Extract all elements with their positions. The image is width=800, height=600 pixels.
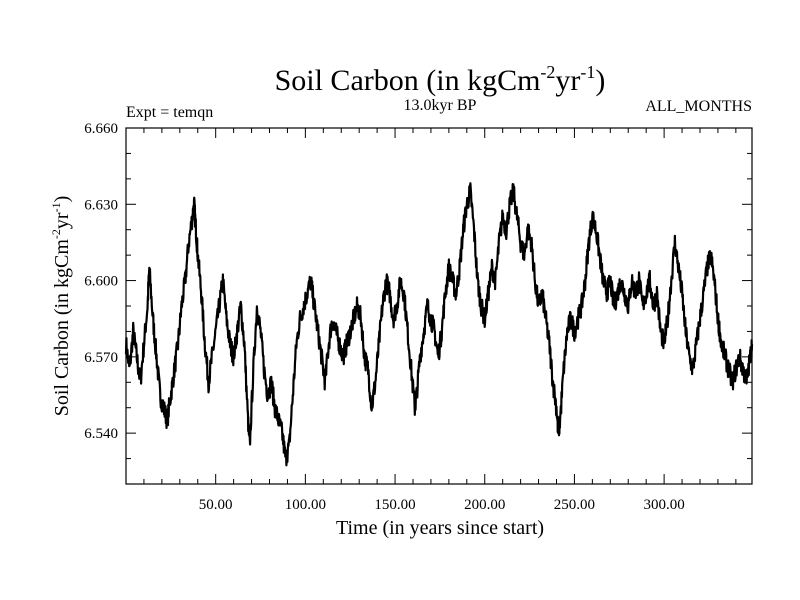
subtitle-left: Expt = temqn bbox=[126, 104, 213, 121]
x-tick-label: 100.00 bbox=[285, 497, 326, 513]
x-axis-ticks: 50.00 100.00 150.00 200.00 250.00 300.00 bbox=[143, 128, 737, 513]
y-tick-label: 6.540 bbox=[84, 426, 118, 442]
x-tick-label: 250.00 bbox=[554, 497, 595, 513]
y-tick-label: 6.570 bbox=[84, 350, 118, 366]
y-axis-ticks: 6.540 6.570 6.600 6.630 6.660 bbox=[84, 121, 752, 485]
x-tick-label: 150.00 bbox=[374, 497, 415, 513]
x-tick-label: 300.00 bbox=[643, 497, 684, 513]
y-axis-label: Soil Carbon (in kgCm-2yr-1) bbox=[49, 196, 73, 417]
subtitle-center: 13.0kyr BP bbox=[404, 97, 477, 114]
y-tick-label: 6.660 bbox=[84, 121, 118, 137]
x-tick-label: 200.00 bbox=[464, 497, 505, 513]
series-line bbox=[124, 182, 754, 467]
y-tick-label: 6.630 bbox=[84, 197, 118, 213]
chart-title: Soil Carbon (in kgCm-2yr-1) bbox=[275, 62, 606, 97]
subtitle-right: ALL_MONTHS bbox=[645, 98, 752, 115]
x-tick-label: 50.00 bbox=[199, 497, 233, 513]
x-axis-label: Time (in years since start) bbox=[336, 517, 544, 539]
y-tick-label: 6.600 bbox=[84, 274, 118, 290]
